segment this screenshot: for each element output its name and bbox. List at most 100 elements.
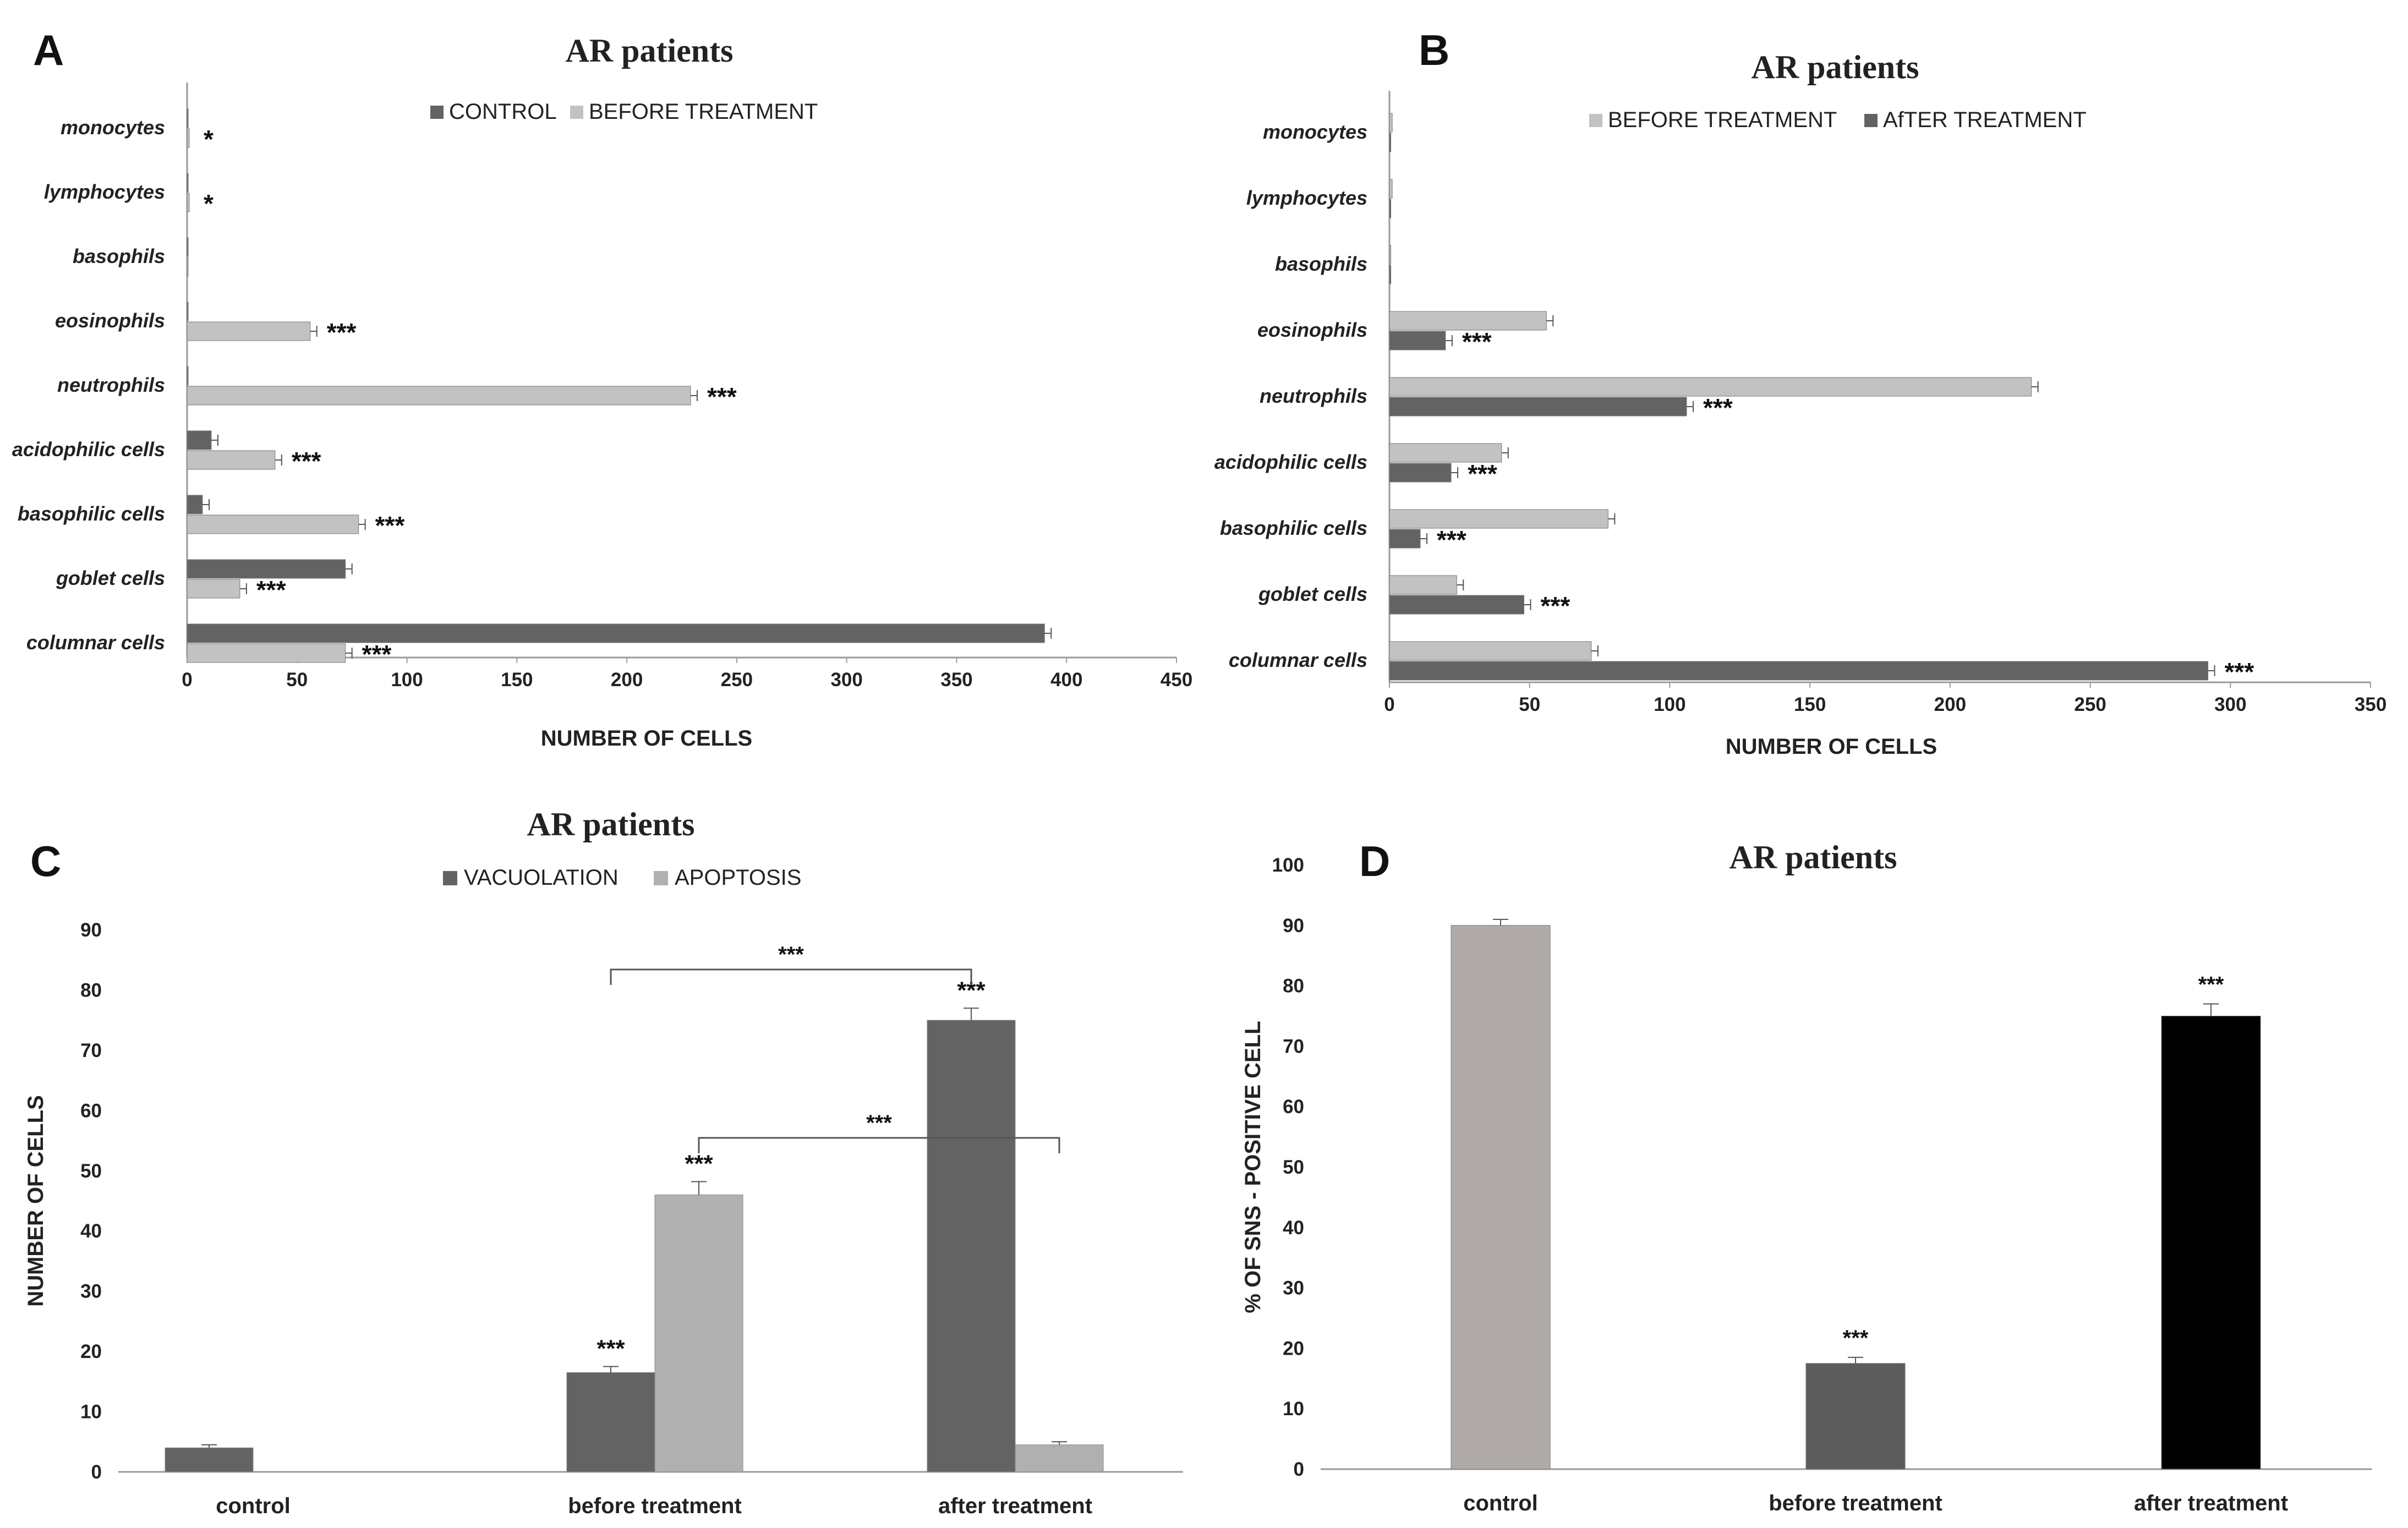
y-tick-label: 10 [80,1401,102,1423]
significance-label: *** [327,318,357,347]
significance-label: *** [1541,592,1570,620]
legend-swatch-1 [443,871,457,885]
x-category-label: after treatment [2134,1491,2288,1515]
x-category-label: before treatment [1769,1491,1942,1515]
panel-c: C AR patients VACUOLATION APOPTOSIS 0 10 20 30… [24,806,1183,1518]
significance-label: *** [1703,393,1733,422]
category-label: basophils [73,245,165,267]
comparison-bracket-1 [610,968,972,985]
category-label: monocytes [1263,121,1367,143]
comparison-bracket-2 [698,1137,1060,1153]
bar-series2 [187,321,311,341]
chart-title: AR patients [1729,839,1897,875]
x-tick-label: 400 [1050,669,1082,691]
y-tick-label: 90 [1283,915,1304,936]
chart-title: AR patients [565,32,733,69]
bar-series2 [1389,529,1421,549]
x-tick-label: 100 [391,669,423,691]
category-label: acidophilic cells [12,438,165,461]
bar-series2 [1389,199,1392,218]
bar-series2 [1389,265,1392,284]
y-tick-label: 100 [1272,855,1304,876]
bar-vacuolation [566,1372,655,1472]
bar-series2 [1389,661,2209,681]
bar-control [1451,925,1551,1470]
bar-vacuolation [165,1447,254,1472]
bar-series2 [187,193,190,212]
legend-swatch-1 [430,106,444,119]
category-label: basophilic cells [18,502,165,525]
y-axis-title: NUMBER OF CELLS [24,1095,48,1306]
bar-series2 [187,128,190,148]
panel-label-d: D [1359,837,1390,885]
bar-series2 [1389,463,1452,483]
category-label: eosinophils [55,309,165,332]
bar-series1 [187,173,189,193]
category-label: acidophilic cells [1214,451,1367,473]
bar-series2 [187,579,240,599]
bar-vacuolation [927,1020,1016,1472]
x-axis-title: NUMBER OF CELLS [1726,735,1937,759]
category-label: goblet cells [1258,583,1367,605]
significance-label: *** [596,1335,625,1362]
y-tick-label: 70 [1283,1036,1304,1057]
panel-b: B AR patients BEFORE TREATMENT AfTER TREAT… [1214,26,2387,759]
x-tick-label: 100 [1654,694,1685,715]
bar-series1 [1389,443,1502,463]
y-tick-label: 20 [80,1341,102,1362]
y-tick-label: 70 [80,1040,102,1061]
x-tick-label: 200 [611,669,643,691]
significance-label: * [204,125,214,154]
category-label: goblet cells [56,567,165,589]
bar-series1 [1389,575,1457,595]
legend-label-2: BEFORE TREATMENT [589,100,818,124]
legend-swatch-1 [1589,114,1602,127]
y-tick-label: 60 [80,1100,102,1121]
significance-label: *** [362,640,392,669]
x-tick-label: 350 [2355,694,2387,715]
bar-series1 [1389,179,1393,199]
x-tick-label: 350 [940,669,972,691]
x-tick-label: 200 [1934,694,1966,715]
legend-swatch-2 [570,106,583,119]
legend-label-1: BEFORE TREATMENT [1608,108,1837,132]
y-tick-label: 80 [80,979,102,1001]
significance-label: *** [1843,1326,1869,1350]
significance-label: *** [1437,525,1466,554]
x-tick-label: 300 [2214,694,2246,715]
panel-d: D AR patients 0 10 20 30 40 50 60 70 80 90 100 % OF … [1241,837,2372,1515]
y-tick-label: 60 [1283,1096,1304,1118]
y-tick-label: 50 [1283,1157,1304,1178]
y-tick-label: 0 [1294,1459,1304,1480]
bar-series1 [187,495,203,514]
bar-series1 [187,108,189,128]
y-tick-label: 50 [80,1160,102,1182]
legend-swatch-2 [1864,114,1878,127]
category-label: monocytes [61,116,165,139]
y-tick-label: 40 [1283,1217,1304,1239]
bar-series2 [1389,595,1525,615]
bar-series2 [187,514,359,534]
significance-label: *** [2198,973,2224,997]
category-label: basophilic cells [1220,517,1367,539]
bar-series1 [187,559,346,579]
bar-series1 [1389,641,1592,661]
panel-label-c: C [30,837,61,885]
x-tick-label: 0 [1384,694,1394,715]
category-label: lymphocytes [1246,187,1367,209]
bar-series2 [187,257,189,277]
bar-before-treatment [1805,1363,1906,1470]
bar-series1 [1389,311,1547,331]
bar-apoptosis [654,1195,743,1472]
bracket-label-1: *** [778,943,804,967]
x-tick-label: 450 [1161,669,1192,691]
chart-title: AR patients [1751,49,1919,85]
bar-series1 [187,430,212,450]
bar-series1 [1389,113,1393,133]
x-tick-label: 150 [1794,694,1826,715]
legend-label-2: APOPTOSIS [675,866,801,890]
legend-label-1: VACUOLATION [464,866,619,890]
x-tick-label: 150 [501,669,533,691]
bar-series2 [1389,397,1687,417]
x-tick-label: 50 [1519,694,1540,715]
